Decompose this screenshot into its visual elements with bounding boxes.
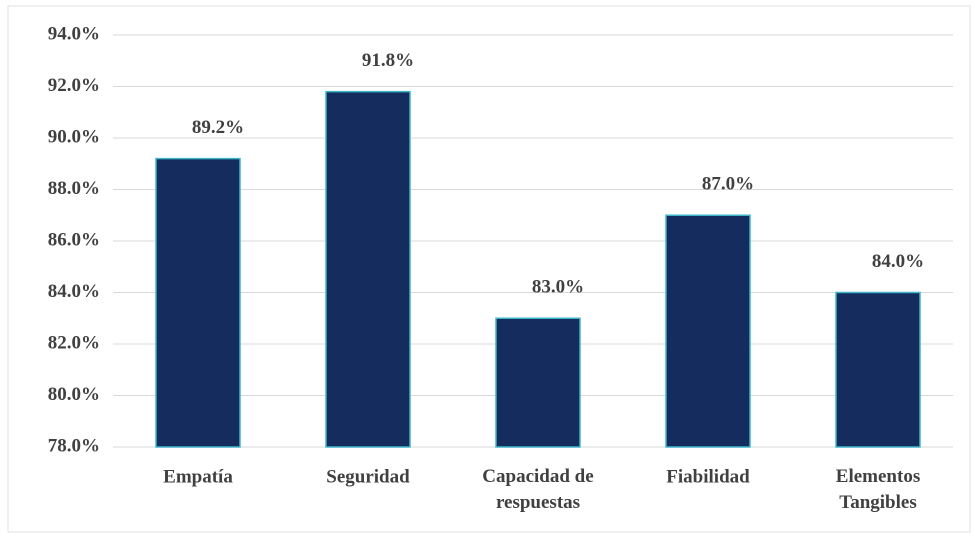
y-tick-label: 92.0% (48, 75, 100, 96)
x-tick-label: Seguridad (326, 466, 410, 487)
data-label: 91.8% (362, 50, 414, 71)
y-tick-label: 80.0% (48, 384, 100, 405)
data-label: 87.0% (702, 174, 754, 195)
bar (325, 90, 411, 448)
y-tick-label: 84.0% (48, 281, 100, 302)
y-tick-label: 82.0% (48, 332, 100, 353)
y-tick-label: 94.0% (48, 23, 100, 44)
y-tick-label: 88.0% (48, 178, 100, 199)
data-label: 84.0% (872, 251, 924, 272)
x-tick-label: Elementos Tangibles (836, 466, 920, 513)
x-tick-label: Empatía (163, 466, 233, 487)
x-tick-label: Fiabilidad (666, 466, 750, 487)
data-label: 83.0% (532, 277, 584, 298)
y-tick-label: 90.0% (48, 126, 100, 147)
bar (665, 214, 751, 448)
y-tick-label: 78.0% (48, 435, 100, 456)
bar (835, 291, 921, 448)
y-tick-label: 86.0% (48, 229, 100, 250)
data-label: 89.2% (192, 117, 244, 138)
x-tick-label: Capacidad de respuestas (482, 466, 593, 513)
chart-frame (7, 5, 971, 533)
bar (495, 317, 581, 448)
bar (155, 157, 241, 448)
